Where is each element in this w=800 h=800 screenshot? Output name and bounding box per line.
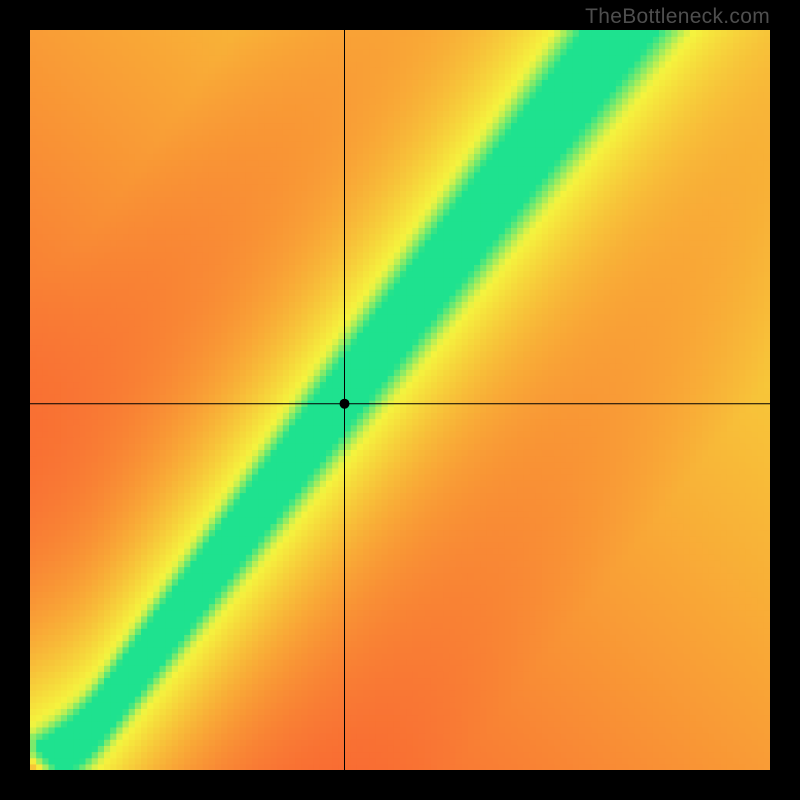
chart-stage: TheBottleneck.com [0,0,800,800]
crosshair-dot [340,399,350,409]
watermark-text: TheBottleneck.com [585,5,770,29]
bottleneck-heatmap [30,30,770,770]
